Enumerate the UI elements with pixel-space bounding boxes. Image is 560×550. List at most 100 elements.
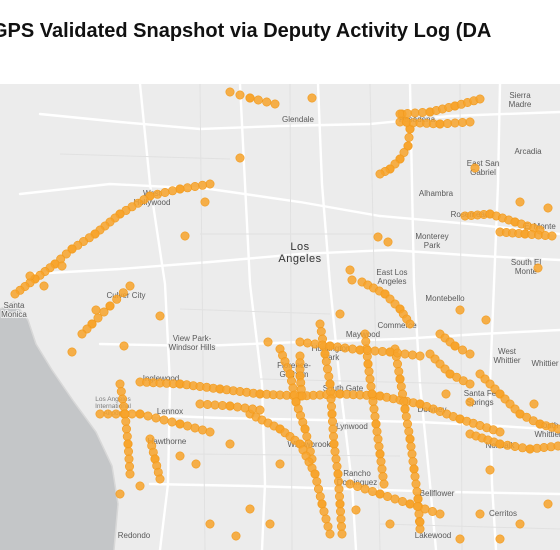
- gps-point: [377, 464, 387, 474]
- gps-point: [183, 421, 193, 431]
- gps-point: [450, 341, 460, 351]
- place-label-los: Angeles: [278, 253, 321, 265]
- gps-point: [404, 132, 414, 142]
- place-label-east-los: Angeles: [378, 277, 407, 286]
- gps-point: [205, 179, 215, 189]
- gps-point: [153, 189, 163, 199]
- gps-point: [333, 476, 343, 486]
- gps-point: [103, 409, 113, 419]
- gps-point: [403, 141, 413, 151]
- place-label-florence: Florence-: [277, 361, 311, 370]
- gps-point: [510, 441, 520, 451]
- place-label-cerritos: Cerritos: [489, 509, 517, 518]
- gps-point: [67, 347, 77, 357]
- gps-point: [332, 342, 342, 352]
- gps-point: [95, 409, 105, 419]
- gps-point: [263, 337, 273, 347]
- gps-point: [67, 244, 77, 254]
- place-label-huntington: Park: [323, 353, 340, 362]
- place-label-west: West: [498, 347, 517, 356]
- ocean-area: [0, 302, 118, 550]
- place-label-glendale: Glendale: [282, 115, 315, 124]
- gps-point: [198, 180, 208, 190]
- gps-point: [321, 514, 331, 524]
- place-label-santa-fe: Springs: [466, 398, 493, 407]
- gps-point: [218, 400, 228, 410]
- gps-point: [315, 491, 325, 501]
- gps-point: [167, 417, 177, 427]
- gps-point: [533, 263, 543, 273]
- place-label-monterey: Park: [424, 241, 441, 250]
- gps-point: [347, 344, 357, 354]
- gps-point: [124, 446, 134, 456]
- gps-point: [427, 506, 437, 516]
- minor-roads: [59, 84, 560, 550]
- gps-point: [375, 169, 385, 179]
- place-label-lynwood: Lynwood: [336, 422, 368, 431]
- gps-point: [475, 509, 485, 519]
- gps-point: [270, 99, 280, 109]
- gps-point: [310, 339, 320, 349]
- gps-point: [340, 343, 350, 353]
- gps-point: [319, 506, 329, 516]
- gps-point: [470, 163, 480, 173]
- gps-point: [225, 439, 235, 449]
- gps-point: [302, 431, 312, 441]
- gps-point: [332, 461, 342, 471]
- gps-point: [375, 449, 385, 459]
- place-label-inglewood: Inglewood: [143, 374, 179, 383]
- gps-point: [385, 519, 395, 529]
- gps-point: [326, 401, 336, 411]
- gps-point: [225, 401, 235, 411]
- place-label-whittier: Whittier: [531, 359, 558, 368]
- coastline: [0, 301, 119, 550]
- gps-point: [300, 424, 310, 434]
- gps-point: [325, 341, 335, 351]
- gps-point: [118, 394, 128, 404]
- gps-point: [373, 232, 383, 242]
- gps-point: [406, 441, 416, 451]
- gps-point: [183, 183, 193, 193]
- gps-point: [399, 148, 409, 158]
- gps-point: [465, 117, 475, 127]
- gps-point: [245, 504, 255, 514]
- gps-point: [324, 371, 334, 381]
- gps-point: [547, 231, 557, 241]
- place-label-arcadia: Arcadia: [514, 147, 542, 156]
- gps-point: [441, 389, 451, 399]
- gps-point: [91, 305, 101, 315]
- gps-point: [10, 289, 20, 299]
- gps-point: [374, 441, 384, 451]
- gps-point: [125, 461, 135, 471]
- gps-point: [369, 404, 379, 414]
- gps-point: [310, 469, 320, 479]
- place-label-south-el: South El: [511, 258, 541, 267]
- gps-point: [302, 338, 312, 348]
- gps-point: [112, 294, 122, 304]
- road-network: [18, 84, 560, 550]
- gps-point: [335, 309, 345, 319]
- gps-point: [333, 469, 343, 479]
- gps-point: [553, 424, 560, 434]
- map-panel[interactable]: Sierra Madre Glendale Pasadena Arcadia East S…: [0, 84, 560, 550]
- gps-point: [125, 469, 135, 479]
- gps-point: [365, 374, 375, 384]
- gps-point: [435, 509, 445, 519]
- gps-point: [405, 499, 415, 509]
- place-label-rancho: Rancho: [343, 469, 371, 478]
- gps-point: [360, 329, 370, 339]
- place-label-view-park: Windsor Hills: [169, 343, 216, 352]
- place-label-santa: Monica: [1, 310, 27, 319]
- gps-point: [413, 494, 423, 504]
- place-label-east-los: East Los: [376, 268, 407, 277]
- gps-point: [233, 402, 243, 412]
- gps-point: [455, 534, 465, 544]
- place-label-alhambra: Alhambra: [419, 189, 454, 198]
- gps-point: [400, 349, 410, 359]
- place-label-lennox: Lennox: [157, 407, 183, 416]
- gps-point: [417, 107, 427, 117]
- gps-point: [515, 519, 525, 529]
- gps-point: [25, 271, 35, 281]
- gps-point: [465, 379, 475, 389]
